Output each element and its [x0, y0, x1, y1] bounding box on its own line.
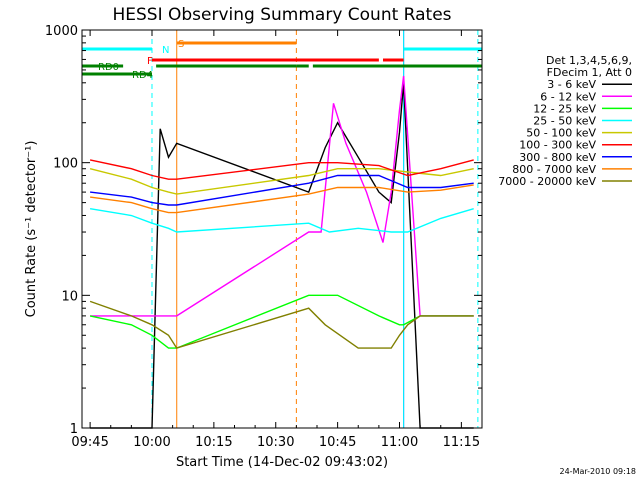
legend: Det 1,3,4,5,6,9,FDecim 1, Att 03 - 6 keV… [498, 54, 632, 188]
plot-frame [81, 29, 483, 429]
x-tick-label-5: 11:00 [381, 435, 418, 450]
series-line-8 [89, 300, 474, 349]
series-line-6 [90, 174, 474, 206]
flag-label-f: F [147, 56, 153, 67]
y-tick-label-0: 1 [70, 422, 78, 437]
flag-label-n: N [162, 45, 169, 56]
legend-header-0: Det 1,3,4,5,6,9, [546, 54, 632, 67]
legend-label-5: 100 - 300 keV [519, 139, 596, 152]
legend-header-1: FDecim 1, Att 0 [547, 66, 632, 79]
y-tick-label-2: 100 [53, 157, 78, 172]
legend-label-0: 3 - 6 keV [547, 78, 596, 91]
legend-label-4: 50 - 100 keV [526, 127, 596, 140]
legend-label-3: 25 - 50 keV [533, 115, 596, 128]
y-axis: 1 10 100 1000 [45, 24, 482, 437]
x-tick-label-1: 10:00 [133, 435, 170, 450]
legend-label-2: 12 - 25 keV [533, 102, 596, 115]
series-line-5 [89, 159, 474, 180]
y-tick-label-1: 10 [61, 289, 78, 304]
x-axis: 09:45 10:00 10:15 10:30 10:45 11:00 11:15 [71, 30, 483, 450]
x-tick-label-6: 11:15 [443, 435, 480, 450]
x-tick-label-0: 09:45 [71, 435, 108, 450]
series-line-3 [89, 208, 474, 233]
legend-label-1: 6 - 12 keV [540, 90, 596, 103]
flag-label-rd0: RD0 [98, 62, 119, 73]
series-line-7 [90, 184, 474, 214]
x-tick-label-4: 10:45 [319, 435, 356, 450]
legend-label-6: 300 - 800 keV [519, 151, 596, 164]
flag-label-s: S [178, 39, 184, 50]
timestamp: 24-Mar-2010 09:18 [560, 467, 637, 476]
legend-label-8: 7000 - 20000 keV [498, 175, 596, 188]
chart-title: HESSI Observing Summary Count Rates [112, 5, 451, 25]
x-tick-label-2: 10:15 [195, 435, 232, 450]
y-tick-label-3: 1000 [45, 24, 78, 39]
y-axis-label: Count Rate (s⁻¹ detector⁻¹) [24, 141, 39, 318]
x-axis-label: Start Time (14-Dec-02 09:43:02) [176, 455, 388, 470]
legend-label-7: 800 - 7000 keV [512, 163, 596, 176]
flag-label-rd4: RD4 [132, 70, 153, 81]
x-tick-label-3: 10:30 [257, 435, 294, 450]
